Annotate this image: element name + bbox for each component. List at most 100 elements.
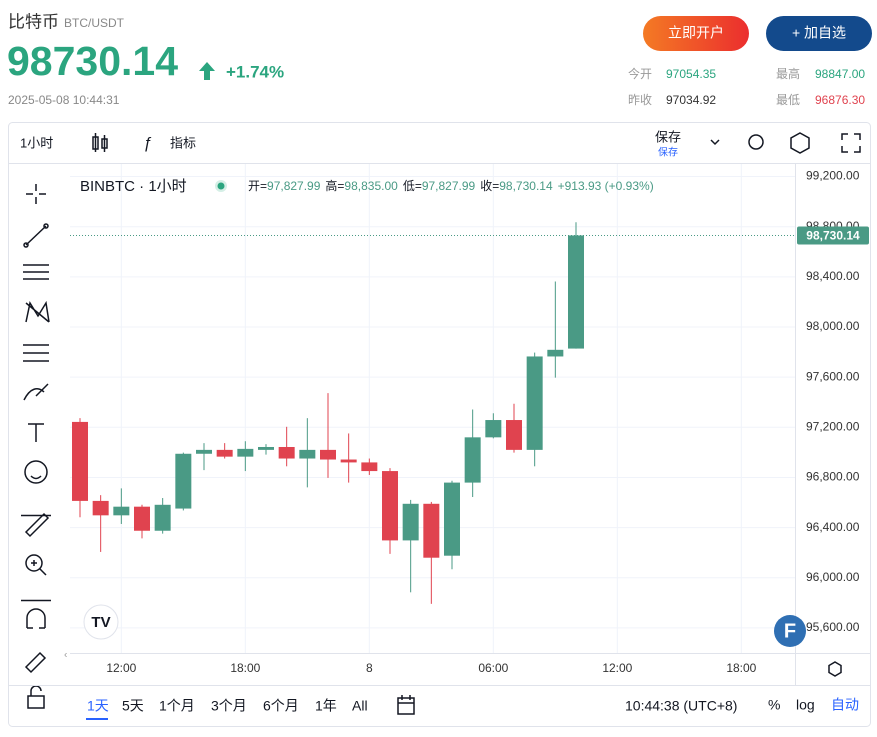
range-button[interactable]: 5天: [122, 698, 144, 714]
scale-option[interactable]: log: [796, 697, 815, 713]
tv-logo[interactable]: [83, 604, 119, 640]
candle-body: [134, 506, 150, 531]
legend-value: 97,827.99: [422, 179, 476, 193]
stat-label: 昨收: [628, 93, 652, 107]
candle-body: [361, 462, 378, 472]
y-tick-label: 98,000.00: [806, 319, 860, 333]
scale-option[interactable]: %: [768, 697, 780, 713]
candle-type-icon[interactable]: [92, 133, 108, 152]
candle-body: [258, 446, 274, 450]
candle-body: [485, 420, 502, 438]
x-tick-label: 12:00: [106, 661, 136, 675]
y-tick-label: 99,200.00: [806, 169, 860, 183]
x-tick-label: 06:00: [478, 661, 508, 675]
coin-name: 比特币: [8, 12, 59, 31]
legend-symbol: BINBTC · 1小时: [80, 178, 187, 195]
candle-body: [340, 459, 357, 463]
settings-icon[interactable]: [790, 132, 810, 154]
y-tick-label: 96,400.00: [806, 520, 860, 534]
tv-logo-mark[interactable]: TV: [91, 614, 110, 631]
legend-label: 开=: [248, 179, 267, 193]
price: 98730.14: [7, 38, 178, 84]
date-range-icon[interactable]: [397, 695, 415, 715]
candle-body: [320, 449, 336, 460]
candle-body: [278, 446, 295, 459]
badge[interactable]: [774, 615, 806, 647]
candle-body: [402, 503, 419, 541]
chart-frame: [8, 122, 871, 727]
candle-body: [175, 453, 192, 509]
stat-value: 98847.00: [815, 67, 865, 81]
watchlist-label[interactable]: + 加自选: [792, 25, 846, 41]
candle-body: [216, 449, 233, 457]
x-tick-label: 8: [366, 661, 373, 675]
candle-body: [237, 448, 254, 457]
y-tick-label: 96,800.00: [806, 470, 860, 484]
stat-value: 96876.30: [815, 93, 865, 107]
fx-icon[interactable]: ƒ: [143, 135, 152, 152]
candle-body: [299, 449, 316, 459]
up-arrow: [199, 62, 215, 80]
range-button[interactable]: 1年: [315, 698, 337, 714]
x-tick-label: 12:00: [602, 661, 632, 675]
legend-value: 97,827.99: [267, 179, 321, 193]
range-button[interactable]: All: [352, 698, 368, 714]
candle-body: [444, 482, 460, 556]
indicators[interactable]: 指标: [170, 135, 196, 150]
fullscreen-icon[interactable]: [841, 133, 861, 153]
stat-label: 最低: [776, 93, 800, 107]
badge-mark[interactable]: F: [784, 620, 796, 642]
last-price-box: [797, 226, 869, 245]
scale-option[interactable]: 自动: [831, 697, 859, 713]
candle-body: [154, 504, 171, 531]
range-button[interactable]: 1天: [87, 698, 109, 714]
range-button[interactable]: 1个月: [159, 698, 195, 714]
collapse-toggle[interactable]: ‹: [64, 650, 67, 661]
axis-settings[interactable]: [828, 661, 842, 677]
last-price-label: 98,730.14: [806, 229, 860, 243]
candle-body: [506, 420, 522, 450]
range-button[interactable]: 6个月: [263, 698, 299, 714]
drawing-tools[interactable]: [21, 184, 51, 709]
open-account-label[interactable]: 立即开户: [668, 25, 724, 41]
stat-value: 97054.35: [666, 67, 716, 81]
candle-body: [423, 503, 440, 558]
candle-body: [72, 421, 88, 501]
candle-body: [547, 349, 564, 357]
legend-label: 收=: [480, 179, 499, 193]
legend-label: 低=: [403, 179, 422, 193]
y-tick-label: 98,400.00: [806, 269, 860, 283]
legend: BINBTC · 1小时: [80, 178, 187, 195]
x-tick-label: 18:00: [230, 661, 260, 675]
plot: 95,600.00 96,000.00 96,400.00 96,800.00 97,2…: [70, 164, 870, 685]
candle-body: [196, 449, 212, 454]
watchlist-button[interactable]: [766, 16, 872, 51]
footer: 1天 5天 1个月 3个月 6个月 1年 All 10:44:38 (UTC+8)% log 自动: [86, 697, 859, 720]
save[interactable]: 保存: [655, 129, 681, 144]
alert-icon[interactable]: [748, 134, 764, 150]
stat-label: 今开: [628, 66, 652, 81]
save-sub[interactable]: 保存: [658, 146, 678, 159]
y-tick-label: 97,200.00: [806, 419, 860, 433]
stat-value: 97034.92: [666, 93, 716, 107]
pair: BTC/USDT: [64, 16, 125, 30]
y-tick-label: 95,600.00: [806, 620, 860, 634]
interval[interactable]: 1小时: [20, 135, 53, 150]
legend-change: +913.93 (+0.93%): [558, 179, 654, 193]
candle-body: [113, 506, 130, 516]
range-button[interactable]: 3个月: [211, 698, 247, 714]
candle-body: [568, 235, 584, 349]
timestamp: 2025-05-08 10:44:31: [8, 93, 120, 107]
change: +1.74%: [226, 62, 284, 81]
candle-body: [92, 500, 109, 516]
x-tick-label: 18:00: [726, 661, 756, 675]
candle-body: [526, 356, 543, 450]
legend-values: 开=97,827.99 高=98,835.00 低=97,827.99 收=98,73…: [248, 178, 654, 193]
save-menu[interactable]: [710, 139, 720, 146]
legend-label: 高=: [325, 178, 344, 193]
y-tick-label: 96,000.00: [806, 570, 860, 584]
legend-value: 98,835.00: [344, 179, 398, 193]
open-account-button[interactable]: [643, 16, 749, 51]
